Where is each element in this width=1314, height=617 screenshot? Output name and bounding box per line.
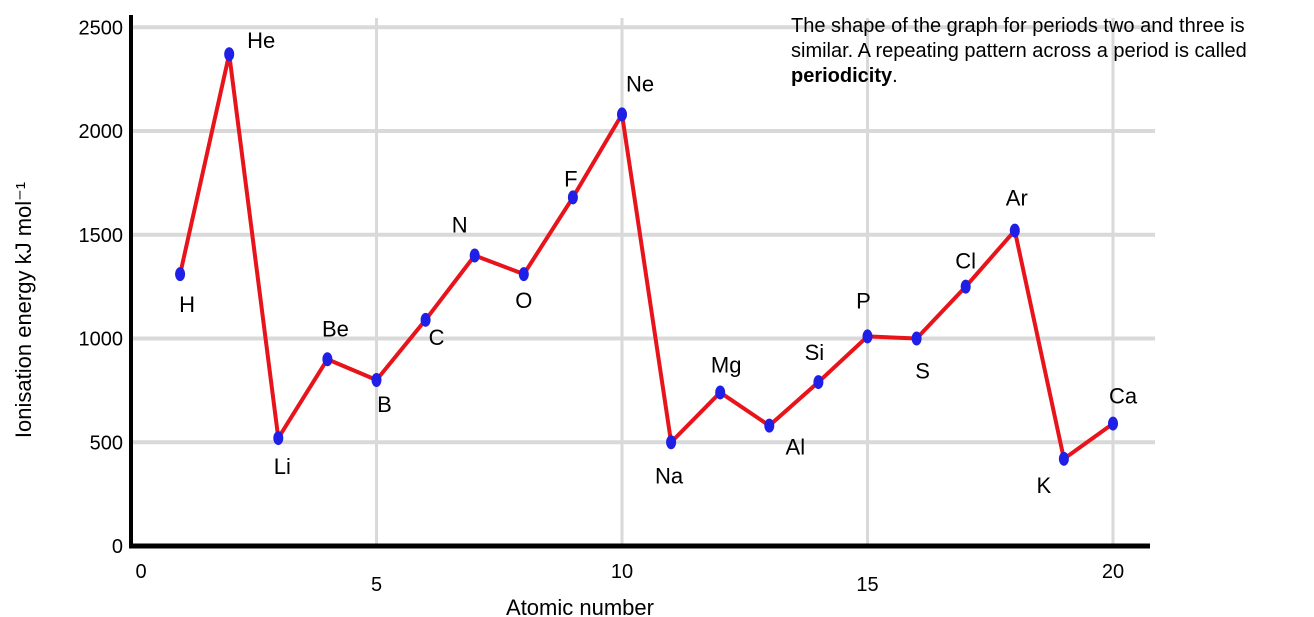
- element-label-al: Al: [786, 435, 806, 460]
- element-label-ne: Ne: [626, 71, 654, 96]
- element-label-li: Li: [274, 454, 291, 479]
- data-point-f: [567, 190, 578, 205]
- x-axis-title: Atomic number: [506, 595, 654, 617]
- y-tick-label: 0: [112, 536, 123, 558]
- x-tick-labels: 0 5 10 15 20: [135, 561, 1124, 596]
- element-label-p: P: [856, 288, 871, 313]
- element-label-k: K: [1037, 473, 1052, 498]
- data-point-h: [175, 267, 186, 282]
- data-point-be: [322, 352, 333, 367]
- element-label-n: N: [452, 213, 468, 238]
- element-label-f: F: [564, 166, 577, 191]
- element-label-na: Na: [655, 463, 684, 488]
- periodicity-note: The shape of the graph for periods two a…: [791, 14, 1311, 89]
- data-point-p: [862, 329, 873, 344]
- y-tick-labels: 0 500 1000 1500 2000 2500: [79, 17, 124, 558]
- data-point-na: [666, 435, 677, 450]
- ionisation-energy-line: [178, 52, 1115, 461]
- note-period: .: [892, 65, 898, 87]
- x-tick-label: 0: [135, 561, 146, 583]
- axes: [129, 15, 1150, 549]
- element-label-he: He: [247, 28, 275, 53]
- x-tick-label: 15: [856, 574, 878, 596]
- data-point-al: [764, 418, 775, 433]
- data-point-ar: [1009, 223, 1020, 238]
- y-tick-label: 500: [90, 432, 123, 454]
- y-axis-title: Ionisation energy kJ mol⁻¹: [11, 182, 36, 438]
- data-point-k: [1058, 451, 1069, 466]
- data-point-s: [911, 331, 922, 346]
- element-labels: H He Li Be B C N O F Ne Na Mg Al Si P S Cl Ar K Ca: [179, 28, 1138, 498]
- y-tick-label: 1000: [79, 329, 124, 351]
- element-label-ar: Ar: [1006, 186, 1028, 211]
- data-point-c: [420, 312, 431, 327]
- data-point-si: [813, 375, 824, 390]
- element-label-h: H: [179, 292, 195, 317]
- data-point-markers: [175, 47, 1118, 466]
- y-tick-label: 1500: [79, 225, 124, 247]
- element-label-o: O: [515, 288, 532, 313]
- data-point-ne: [617, 107, 627, 122]
- x-tick-label: 5: [371, 574, 382, 596]
- element-label-ca: Ca: [1109, 384, 1138, 409]
- gridlines: [131, 18, 1155, 546]
- y-tick-label: 2500: [79, 17, 124, 39]
- x-tick-label: 10: [611, 561, 633, 583]
- data-point-b: [371, 373, 382, 387]
- element-label-cl: Cl: [955, 249, 976, 274]
- data-point-li: [273, 431, 284, 446]
- data-point-he: [224, 47, 235, 62]
- x-tick-label: 20: [1102, 561, 1124, 583]
- data-point-ca: [1108, 416, 1118, 431]
- note-bold-term: periodicity: [791, 65, 893, 87]
- data-point-cl: [960, 279, 971, 294]
- data-point-o: [518, 267, 529, 282]
- note-text: The shape of the graph for periods two a…: [791, 15, 1247, 62]
- element-label-be: Be: [322, 316, 349, 341]
- data-point-n: [469, 248, 480, 263]
- element-label-mg: Mg: [711, 352, 742, 377]
- element-label-b: B: [377, 392, 392, 417]
- data-point-mg: [715, 385, 726, 400]
- element-label-c: C: [429, 325, 445, 350]
- element-label-si: Si: [805, 340, 825, 365]
- element-label-s: S: [915, 359, 930, 384]
- y-tick-label: 2000: [79, 121, 124, 143]
